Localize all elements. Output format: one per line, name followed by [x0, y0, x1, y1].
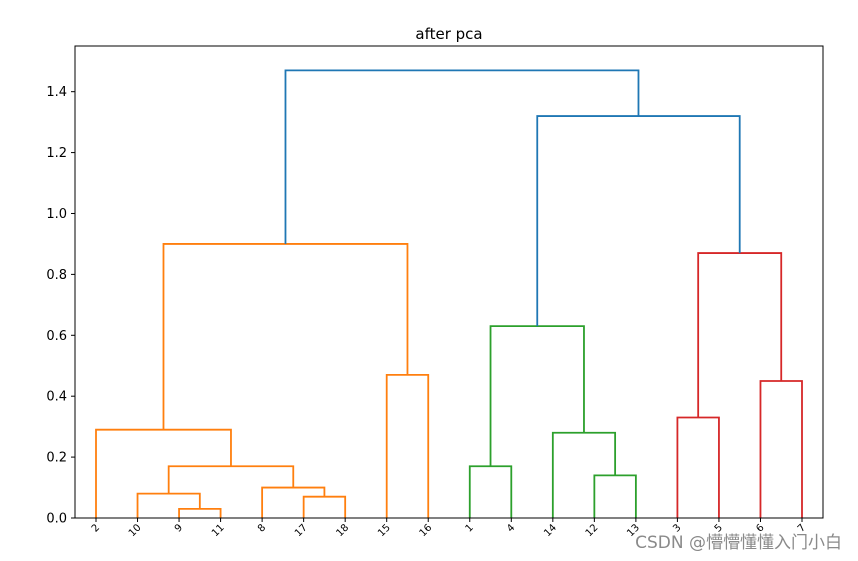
y-tick-label: 0.6 — [46, 329, 67, 344]
x-tick-label: 16 — [418, 522, 435, 539]
y-tick-label: 0.2 — [46, 451, 67, 466]
dendrogram-link-6 — [95, 428, 232, 518]
chart-title: after pca — [415, 25, 482, 43]
dendrogram-link-1 — [178, 507, 222, 518]
dendrogram-link-14 — [759, 380, 803, 518]
dendrogram-link-3 — [136, 492, 201, 518]
x-tick-label: 17 — [293, 522, 310, 539]
y-tick-label: 0.4 — [46, 390, 67, 405]
x-tick-label: 11 — [210, 522, 227, 539]
dendrogram-link-4 — [261, 486, 326, 518]
dendrogram-link-17 — [284, 69, 640, 244]
x-tick-label: 1 — [464, 522, 476, 534]
dendrogram-link-7 — [385, 373, 430, 518]
y-tick-label: 0.8 — [46, 268, 67, 283]
dendrogram-link-15 — [697, 252, 783, 418]
watermark-text: CSDN @懵懵懂懂入门小白 — [635, 533, 842, 553]
dendrogram-link-5 — [167, 465, 295, 494]
y-tick-label: 1.0 — [46, 207, 67, 222]
plot-frame — [74, 45, 824, 519]
dendrogram-link-10 — [593, 474, 637, 518]
dendrogram-link-13 — [676, 416, 720, 518]
x-tick-label: 15 — [376, 522, 393, 539]
x-tick-label: 8 — [256, 522, 268, 534]
dendrogram-link-12 — [489, 325, 585, 467]
x-tick-label: 14 — [542, 522, 559, 539]
x-tick-label: 12 — [584, 522, 601, 539]
x-tick-label: 9 — [173, 522, 185, 534]
dendrogram-link-9 — [468, 465, 513, 518]
dendrogram-link-2 — [302, 495, 347, 518]
y-tick-label: 0.0 — [46, 512, 67, 527]
dendrogram-link-16 — [536, 115, 741, 327]
x-tick-label: 2 — [90, 522, 102, 534]
dendrogram-links — [95, 69, 803, 518]
y-tick-label: 1.4 — [46, 85, 67, 100]
x-tick-label: 18 — [335, 522, 352, 539]
y-tick-label: 1.2 — [46, 146, 67, 161]
x-tick-label: 10 — [127, 522, 144, 539]
x-tick-label: 4 — [505, 522, 517, 534]
y-axis: 0.0 0.2 0.4 0.6 0.8 1.0 1.2 1.4 — [46, 85, 75, 527]
dendrogram-link-8 — [162, 243, 409, 430]
